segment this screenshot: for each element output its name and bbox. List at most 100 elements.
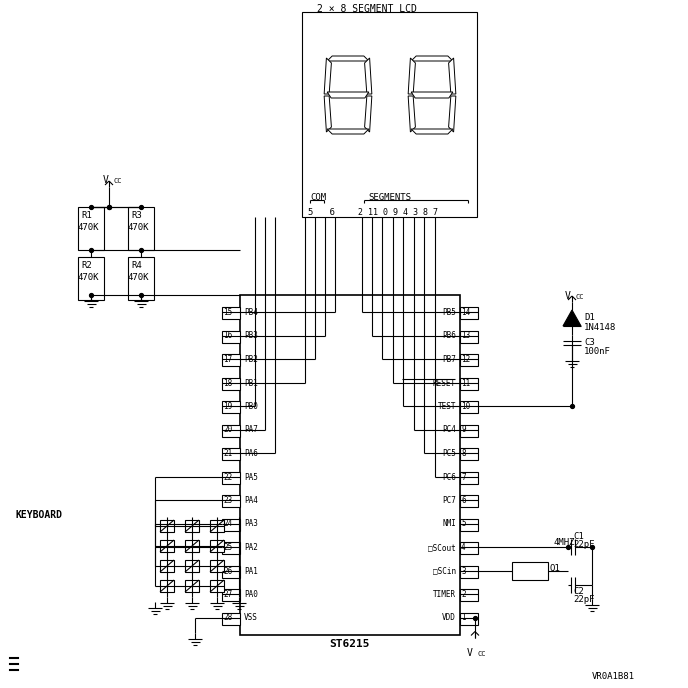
Bar: [240, 295, 460, 635]
Text: PA0: PA0: [244, 590, 258, 599]
Text: 4MHZ: 4MHZ: [554, 538, 575, 547]
Polygon shape: [365, 58, 372, 94]
Bar: [460, 589, 478, 601]
Text: □SCin: □SCin: [433, 566, 456, 575]
Text: KEYBOARD: KEYBOARD: [15, 510, 62, 520]
Text: 22pF: 22pF: [573, 540, 594, 549]
Bar: [222, 612, 240, 625]
Polygon shape: [327, 92, 369, 98]
Polygon shape: [408, 96, 416, 132]
Polygon shape: [411, 129, 453, 134]
Text: 22pF: 22pF: [573, 596, 594, 605]
Bar: [222, 519, 240, 530]
Bar: [460, 378, 478, 389]
Text: PA7: PA7: [244, 425, 258, 435]
Text: 100nF: 100nF: [584, 347, 611, 356]
Polygon shape: [327, 129, 369, 134]
Text: PA6: PA6: [244, 449, 258, 458]
Text: 14: 14: [461, 308, 471, 317]
Bar: [222, 330, 240, 343]
Text: C1: C1: [573, 532, 583, 541]
Text: R4: R4: [131, 261, 142, 270]
Polygon shape: [449, 96, 456, 132]
Bar: [460, 566, 478, 577]
Text: TEST: TEST: [438, 402, 456, 411]
Text: ST6215: ST6215: [330, 639, 370, 649]
Polygon shape: [365, 96, 372, 132]
Text: 18: 18: [223, 378, 233, 387]
Bar: [222, 589, 240, 601]
Text: SEGMENTS: SEGMENTS: [368, 193, 411, 202]
Bar: [222, 378, 240, 389]
Text: PC4: PC4: [442, 425, 456, 435]
Text: 15: 15: [223, 308, 233, 317]
Text: CC: CC: [114, 178, 122, 184]
Bar: [222, 448, 240, 460]
Text: 16: 16: [223, 332, 233, 341]
Text: 2 × 8 SEGMENT LCD: 2 × 8 SEGMENT LCD: [317, 4, 417, 14]
Text: V: V: [565, 291, 571, 301]
Text: VDD: VDD: [442, 614, 456, 623]
Bar: [460, 307, 478, 319]
Text: NMI: NMI: [442, 519, 456, 528]
Polygon shape: [327, 56, 369, 61]
Bar: [128, 207, 154, 250]
Text: PA2: PA2: [244, 543, 258, 552]
Text: 27: 27: [223, 590, 233, 599]
Text: 26: 26: [223, 566, 233, 575]
Bar: [210, 580, 224, 592]
Bar: [222, 401, 240, 413]
Text: CC: CC: [478, 650, 486, 656]
Text: PB1: PB1: [244, 378, 258, 387]
Text: 25: 25: [223, 543, 233, 552]
Text: 20: 20: [223, 425, 233, 435]
Bar: [460, 495, 478, 507]
Text: 3: 3: [461, 566, 466, 575]
Polygon shape: [408, 58, 416, 94]
Text: 23: 23: [223, 496, 233, 505]
Text: 5: 5: [461, 519, 466, 528]
Bar: [210, 520, 224, 532]
Bar: [460, 424, 478, 436]
Bar: [222, 307, 240, 319]
Bar: [160, 580, 174, 592]
Text: PA4: PA4: [244, 496, 258, 505]
Text: 1: 1: [461, 614, 466, 623]
Text: PB6: PB6: [442, 332, 456, 341]
Bar: [185, 540, 199, 552]
Text: PA5: PA5: [244, 473, 258, 482]
Text: C2: C2: [573, 586, 583, 596]
Text: PA3: PA3: [244, 519, 258, 528]
Text: 5   6: 5 6: [308, 208, 335, 217]
Bar: [78, 207, 104, 250]
Text: 10: 10: [461, 402, 471, 411]
Bar: [160, 560, 174, 572]
Text: 470K: 470K: [78, 223, 100, 232]
Text: R1: R1: [81, 211, 92, 220]
Text: 19: 19: [223, 402, 233, 411]
Bar: [128, 257, 154, 300]
Text: 12: 12: [461, 355, 471, 364]
Text: PB0: PB0: [244, 402, 258, 411]
Text: V: V: [103, 175, 109, 185]
Text: RESET: RESET: [433, 378, 456, 387]
Bar: [460, 354, 478, 366]
Text: 1N4148: 1N4148: [584, 323, 616, 332]
Text: 4: 4: [461, 543, 466, 552]
Bar: [160, 520, 174, 532]
Bar: [222, 424, 240, 436]
Text: R3: R3: [131, 211, 142, 220]
Text: 6: 6: [461, 496, 466, 505]
Bar: [185, 560, 199, 572]
Bar: [460, 519, 478, 530]
Text: C3: C3: [584, 338, 594, 347]
Bar: [222, 354, 240, 366]
Text: PB4: PB4: [244, 308, 258, 317]
Bar: [460, 330, 478, 343]
Text: 7: 7: [461, 473, 466, 482]
Text: TIMER: TIMER: [433, 590, 456, 599]
Text: PB7: PB7: [442, 355, 456, 364]
Text: 17: 17: [223, 355, 233, 364]
Text: 8: 8: [461, 449, 466, 458]
Text: PB3: PB3: [244, 332, 258, 341]
